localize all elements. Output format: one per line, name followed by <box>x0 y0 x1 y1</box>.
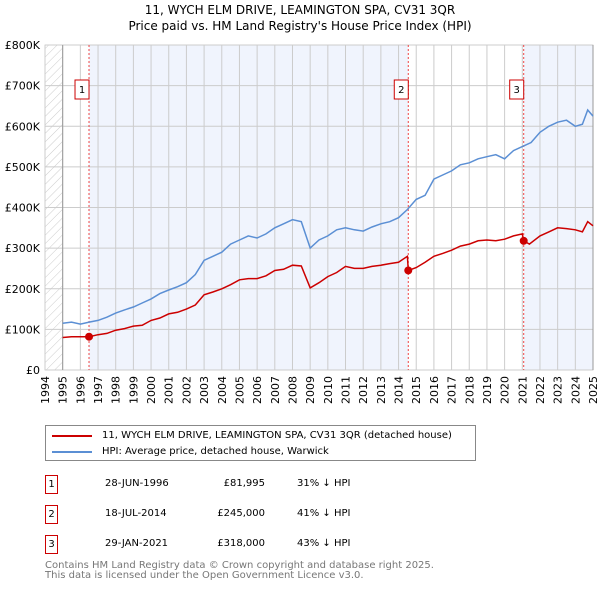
legend-swatch-red <box>52 434 92 437</box>
y-tick-label: £700K <box>5 80 41 93</box>
sale-date: 28-JUN-1996 <box>105 478 169 489</box>
x-tick-label: 2013 <box>375 376 388 404</box>
series-line <box>62 220 594 339</box>
x-tick-label: 2003 <box>198 376 211 404</box>
legend-label: HPI: Average price, detached house, Warw… <box>102 446 329 457</box>
table-row: 3 29-JAN-2021 £318,000 43% ↓ HPI <box>45 535 445 555</box>
x-tick-label: 1997 <box>92 376 105 404</box>
y-tick-label: £600K <box>5 120 41 133</box>
sale-hpi-diff: 41% ↓ HPI <box>297 508 351 519</box>
legend: 11, WYCH ELM DRIVE, LEAMINGTON SPA, CV31… <box>45 425 476 461</box>
sale-point <box>519 236 528 245</box>
chart-subtitle: Price paid vs. HM Land Registry's House … <box>128 19 472 33</box>
sale-marker-box <box>393 79 409 100</box>
y-tick-label: £300K <box>5 242 41 255</box>
x-tick-label: 1998 <box>110 376 123 404</box>
sale-price: £81,995 <box>223 478 265 489</box>
sale-point <box>404 266 413 275</box>
legend-item-property: 11, WYCH ELM DRIVE, LEAMINGTON SPA, CV31… <box>52 430 452 441</box>
x-tick-label: 2014 <box>393 376 406 404</box>
sale-number-badge: 1 <box>45 475 58 494</box>
x-tick-label: 2010 <box>322 376 335 404</box>
x-tick-label: 1996 <box>74 376 87 404</box>
x-tick-label: 2004 <box>216 376 229 404</box>
sale-date: 18-JUL-2014 <box>105 508 167 519</box>
sale-marker-label: 2 <box>398 85 404 96</box>
x-tick-label: 2012 <box>357 376 370 404</box>
legend-label: 11, WYCH ELM DRIVE, LEAMINGTON SPA, CV31… <box>102 430 452 441</box>
sale-number-badge: 2 <box>45 505 58 524</box>
chart-title: 11, WYCH ELM DRIVE, LEAMINGTON SPA, CV31… <box>144 3 456 17</box>
x-tick-label: 2006 <box>251 376 264 404</box>
sale-price: £318,000 <box>217 538 265 549</box>
x-tick-label: 1994 <box>39 376 52 404</box>
x-tick-label: 1999 <box>127 376 140 404</box>
footer-licence: This data is licensed under the Open Gov… <box>45 570 364 581</box>
x-tick-label: 2008 <box>286 376 299 404</box>
legend-swatch-blue <box>52 450 92 453</box>
sale-marker-box <box>509 79 525 100</box>
price-chart: 1994 1995 1996 1997 1998 1999 2000 2001 2002 2003… <box>5 39 600 404</box>
x-tick-label: 1995 <box>57 376 70 404</box>
sale-hpi-diff: 43% ↓ HPI <box>297 538 351 549</box>
x-tick-label: 2022 <box>534 376 547 404</box>
y-tick-label: £100K <box>5 323 41 336</box>
x-tick-label: 2002 <box>180 376 193 404</box>
y-tick-label: £400K <box>5 202 41 215</box>
x-tick-label: 2009 <box>304 376 317 404</box>
x-tick-label: 2005 <box>233 376 246 404</box>
x-tick-label: 2018 <box>463 376 476 404</box>
x-tick-label: 2025 <box>587 376 600 404</box>
sale-marker-label: 3 <box>514 85 520 96</box>
x-tick-label: 2023 <box>552 376 565 404</box>
x-tick-label: 2021 <box>516 376 529 404</box>
y-tick-label: £200K <box>5 283 41 296</box>
legend-item-hpi: HPI: Average price, detached house, Warw… <box>52 446 329 457</box>
x-tick-label: 2024 <box>569 376 582 404</box>
sale-marker-box <box>74 79 90 100</box>
x-tick-label: 2020 <box>499 376 512 404</box>
footer-copyright: Contains HM Land Registry data © Crown c… <box>45 560 434 571</box>
x-tick-label: 2001 <box>163 376 176 404</box>
sale-marker-label: 1 <box>79 85 85 96</box>
sale-hpi-diff: 31% ↓ HPI <box>297 478 351 489</box>
x-tick-label: 2017 <box>446 376 459 404</box>
series-line <box>62 108 594 325</box>
x-tick-label: 2016 <box>428 376 441 404</box>
table-row: 1 28-JUN-1996 £81,995 31% ↓ HPI <box>45 475 445 495</box>
y-tick-label: £0 <box>26 364 40 377</box>
y-tick-label: £500K <box>5 161 41 174</box>
x-tick-label: 2000 <box>145 376 158 404</box>
sale-point <box>85 332 94 341</box>
x-tick-label: 2019 <box>481 376 494 404</box>
sale-price: £245,000 <box>217 508 265 519</box>
x-tick-label: 2011 <box>340 376 353 404</box>
x-tick-label: 2007 <box>269 376 282 404</box>
y-tick-label: £800K <box>5 39 41 52</box>
x-tick-label: 2015 <box>410 376 423 404</box>
sale-date: 29-JAN-2021 <box>105 538 169 549</box>
sale-number-badge: 3 <box>45 535 58 554</box>
table-row: 2 18-JUL-2014 £245,000 41% ↓ HPI <box>45 505 445 525</box>
